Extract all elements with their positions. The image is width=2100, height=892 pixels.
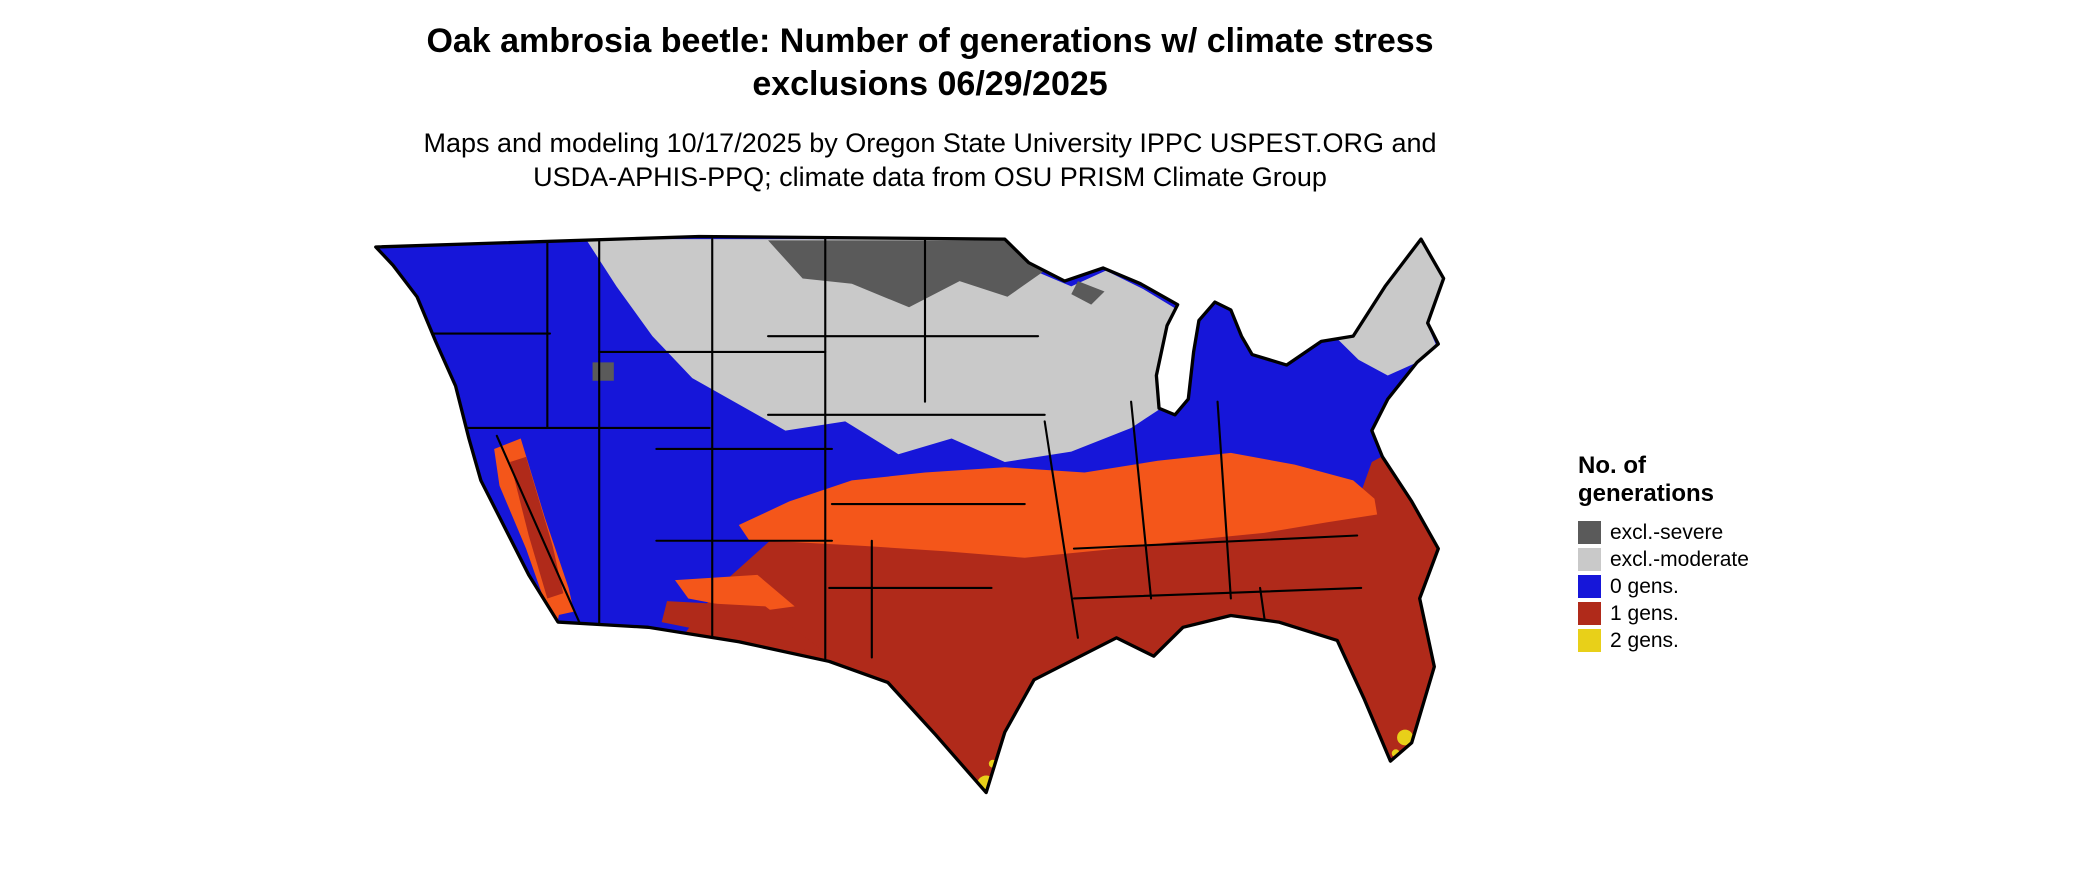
legend-swatch-excl-moderate [1578, 548, 1601, 572]
legend-swatch-0-gens [1578, 575, 1601, 599]
region-2-gens-south-florida [1397, 729, 1414, 746]
region-excl-severe [768, 240, 1045, 308]
region-arizona-red [661, 601, 827, 654]
legend-items: excl.-severe excl.-moderate 0 gens. 1 ge… [1578, 519, 1749, 654]
legend-item: excl.-severe [1578, 519, 1749, 546]
page-title-line2: exclusions 06/29/2025 [752, 64, 1108, 103]
subtitle-line1: Maps and modeling 10/17/2025 by Oregon S… [423, 128, 1437, 158]
legend-title: No. of generations [1578, 452, 1749, 507]
legend-swatch-excl-severe [1578, 521, 1601, 545]
region-excl-severe-montana-spot [592, 362, 614, 381]
us-map [374, 234, 1446, 795]
legend-item: 2 gens. [1578, 627, 1749, 654]
region-excl-severe-wisconsin-spot [1071, 281, 1105, 305]
region-excl-moderate-northeast [1334, 239, 1444, 376]
subtitle-line2: USDA-APHIS-PPQ; climate data from OSU PR… [533, 161, 1327, 192]
us-map-container [300, 205, 1550, 887]
legend-item: excl.-moderate [1578, 546, 1749, 573]
region-arizona-warm [675, 574, 795, 612]
legend-item: 1 gens. [1578, 600, 1749, 627]
map-header: Oak ambrosia beetle: Number of generatio… [0, 20, 1860, 195]
page-title-line1: Oak ambrosia beetle: Number of generatio… [426, 22, 1434, 60]
map-subtitle: Maps and modeling 10/17/2025 by Oregon S… [0, 127, 1860, 195]
legend-swatch-2-gens [1578, 629, 1601, 653]
region-excl-moderate [585, 239, 1189, 463]
legend: No. of generations excl.-severe excl.-mo… [1578, 452, 1749, 654]
legend-label: excl.-moderate [1610, 548, 1749, 572]
legend-label: excl.-severe [1610, 521, 1724, 545]
state-boundaries [405, 238, 1363, 721]
us-outline [374, 234, 1446, 795]
legend-label: 0 gens. [1610, 575, 1679, 599]
legend-label: 1 gens. [1610, 602, 1679, 626]
legend-swatch-1-gens [1578, 602, 1601, 626]
legend-item: 0 gens. [1578, 573, 1749, 600]
legend-title-line1: No. of [1578, 452, 1646, 479]
legend-label: 2 gens. [1610, 629, 1679, 653]
legend-title-line2: generations [1578, 479, 1715, 507]
